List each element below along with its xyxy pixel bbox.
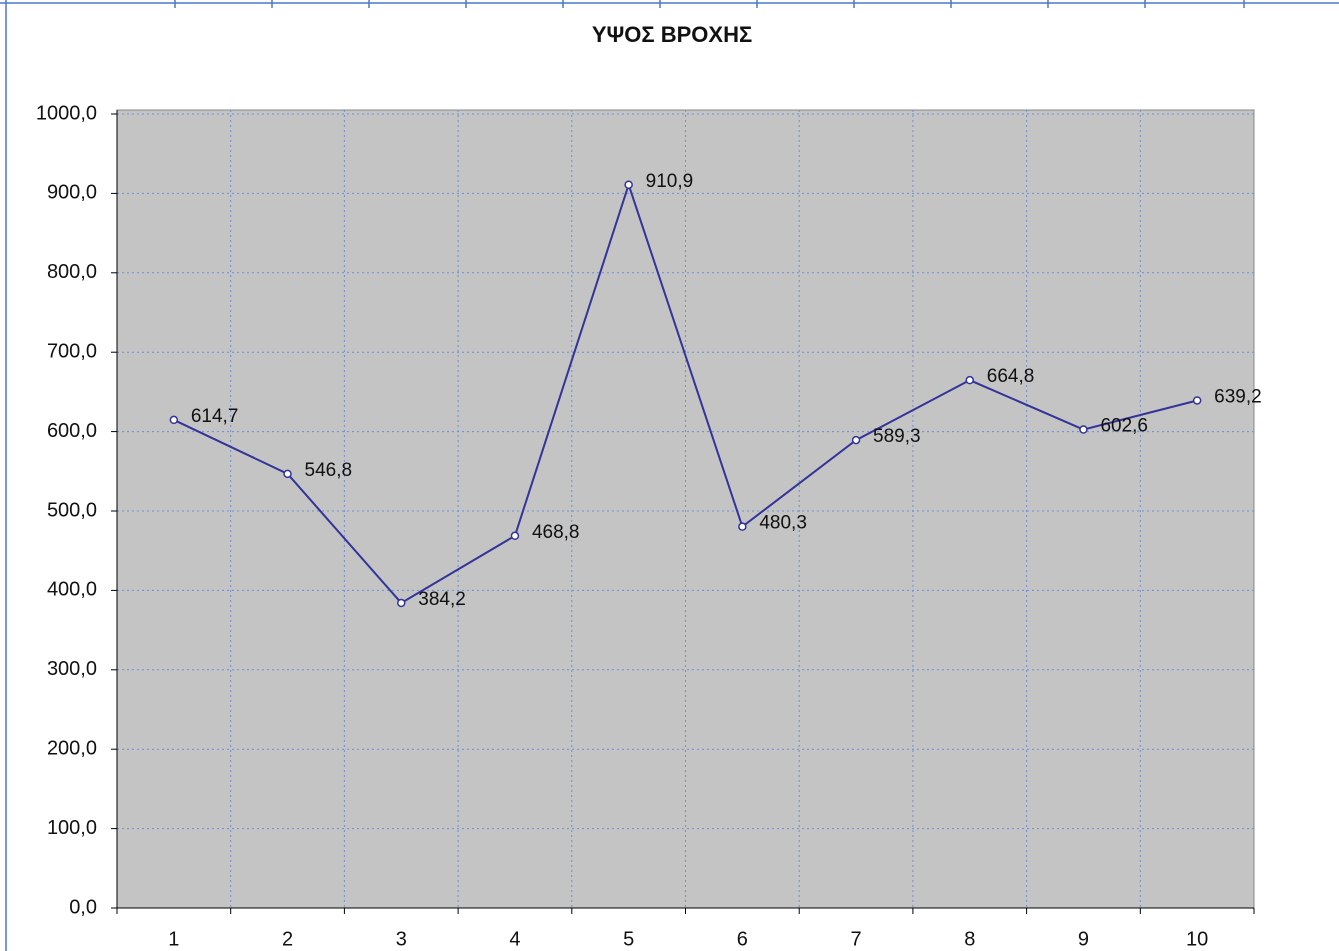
x-tick-label: 5 bbox=[623, 928, 634, 950]
point bbox=[169, 415, 179, 425]
point bbox=[510, 531, 520, 541]
value-label: 910,9 bbox=[646, 171, 694, 192]
y-tick-label: 700,0 bbox=[47, 340, 97, 362]
plot-area bbox=[116, 109, 1255, 909]
value-label: 614,7 bbox=[191, 406, 239, 427]
point bbox=[1192, 396, 1202, 405]
point bbox=[965, 375, 974, 385]
data-line bbox=[173, 181, 1198, 605]
x-tick-label: 7 bbox=[850, 928, 861, 950]
x-tick-label: 8 bbox=[964, 928, 975, 950]
value-label: 468,8 bbox=[532, 522, 580, 543]
point bbox=[1079, 425, 1088, 434]
point bbox=[738, 522, 747, 531]
point bbox=[397, 598, 406, 608]
value-label: 480,3 bbox=[759, 513, 807, 534]
x-tick-label: 4 bbox=[509, 928, 520, 950]
x-tick-label: 6 bbox=[737, 928, 748, 950]
value-label: 384,2 bbox=[418, 589, 466, 610]
point bbox=[851, 435, 861, 445]
y-tick-label: 1000,0 bbox=[36, 102, 97, 124]
x-tick-label: 3 bbox=[396, 928, 407, 950]
value-label: 602,6 bbox=[1100, 416, 1148, 437]
value-label: 546,8 bbox=[305, 460, 353, 481]
point bbox=[624, 180, 633, 189]
y-tick-label: 300,0 bbox=[47, 658, 97, 680]
y-tick-label: 800,0 bbox=[47, 261, 97, 283]
x-tick-label: 9 bbox=[1078, 928, 1089, 950]
x-tick-label: 1 bbox=[168, 928, 179, 950]
y-tick-label: 500,0 bbox=[47, 499, 97, 521]
value-label: 589,3 bbox=[873, 426, 921, 447]
value-label: 639,2 bbox=[1214, 386, 1262, 407]
chart-title: ΥΨΟΣ ΒΡΟΧΗΣ bbox=[592, 22, 752, 47]
y-tick-label: 200,0 bbox=[47, 737, 97, 759]
x-tick-label: 10 bbox=[1186, 928, 1208, 950]
y-tick-label: 400,0 bbox=[47, 579, 97, 601]
y-tick-label: 600,0 bbox=[47, 420, 97, 442]
value-label: 664,8 bbox=[987, 366, 1035, 387]
y-tick-label: 0,0 bbox=[69, 896, 97, 918]
point bbox=[283, 469, 292, 479]
y-tick-label: 900,0 bbox=[47, 182, 97, 204]
x-tick-label: 2 bbox=[282, 928, 293, 950]
y-tick-label: 100,0 bbox=[47, 817, 97, 839]
